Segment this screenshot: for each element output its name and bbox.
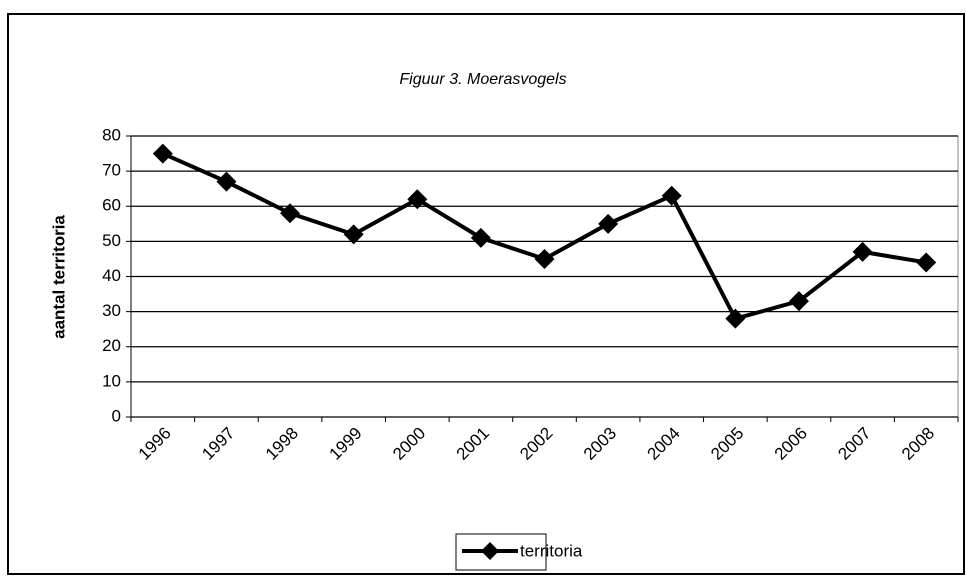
data-point [280,203,301,224]
y-axis-label: aantal territoria [49,215,68,339]
y-tick-label: 40 [102,266,121,285]
chart-frame [7,13,965,575]
data-point [598,213,619,234]
data-point [216,171,237,192]
data-point [661,185,682,206]
chart-title: Figuur 3. Moerasvogels [399,71,566,88]
data-point [534,248,555,269]
y-tick-label: 70 [102,161,121,180]
data-point [407,189,428,210]
y-tick-label: 60 [102,196,121,215]
data-point [852,241,873,262]
y-tick-label: 30 [102,301,121,320]
y-tick-label: 10 [102,371,121,390]
y-tick-label: 20 [102,336,121,355]
data-point [725,308,746,329]
data-point [152,143,173,164]
y-tick-label: 80 [102,125,121,144]
data-point [916,252,937,273]
data-point [343,224,364,245]
data-point [788,291,809,312]
legend-label: territoria [520,541,583,560]
legend-marker [481,542,499,560]
y-tick-label: 50 [102,231,121,250]
y-tick-label: 0 [112,406,121,425]
data-point [470,227,491,248]
